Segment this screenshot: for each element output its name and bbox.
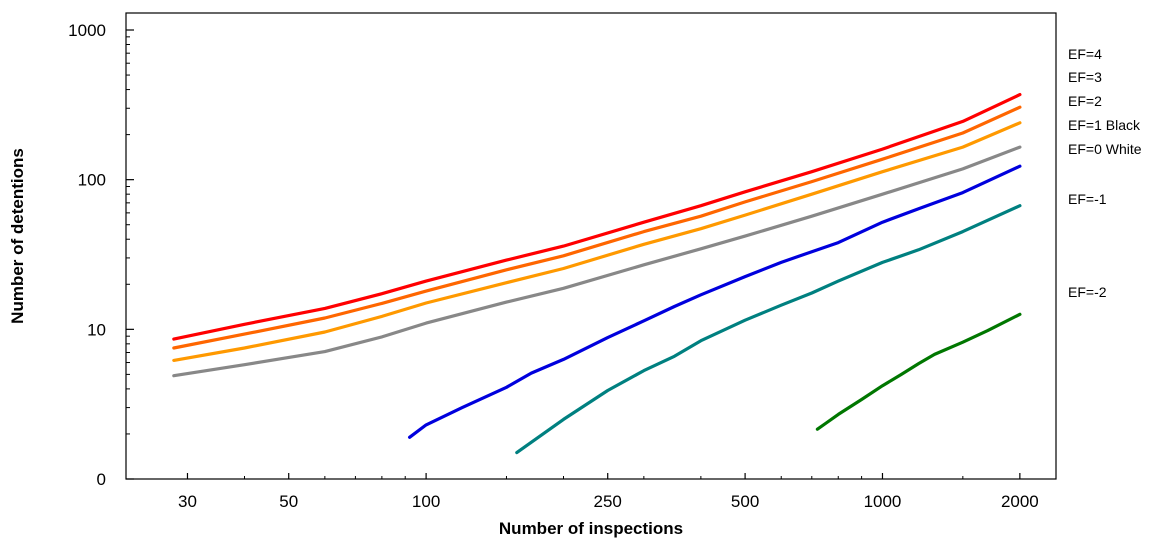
- x-axis-title: Number of inspections: [499, 519, 683, 538]
- x-tick-label: 500: [731, 492, 759, 511]
- x-tick-label: 50: [279, 492, 298, 511]
- x-axis: 30 50 100 250 500 1000 2000: [178, 473, 1039, 511]
- legend-label-5: EF=-1: [1068, 191, 1107, 207]
- x-tick-label: 30: [178, 492, 197, 511]
- y-tick-label: 0: [97, 470, 106, 489]
- series-line-6: [815, 312, 1022, 431]
- legend-label-1: EF=3: [1068, 69, 1102, 85]
- x-tick-label: 250: [594, 492, 622, 511]
- y-tick-label: 10: [87, 320, 106, 339]
- series-line-5: [515, 204, 1022, 455]
- series-line-4: [408, 164, 1022, 439]
- y-tick-label: 100: [78, 171, 106, 190]
- series-lines: [172, 92, 1022, 455]
- legend-label-3: EF=1 Black: [1068, 117, 1141, 133]
- x-tick-label: 1000: [864, 492, 902, 511]
- y-axis-title: Number of detentions: [8, 148, 27, 324]
- y-axis: 0 10 100 1000: [68, 21, 134, 489]
- legend-label-4: EF=0 White: [1068, 141, 1142, 157]
- y-tick-label: 1000: [68, 21, 106, 40]
- series-line-1: [172, 105, 1022, 350]
- legend-label-6: EF=-2: [1068, 284, 1107, 300]
- series-line-3: [172, 145, 1022, 378]
- legend-label-0: EF=4: [1068, 46, 1102, 62]
- x-tick-label: 100: [412, 492, 440, 511]
- x-tick-label: 2000: [1001, 492, 1039, 511]
- series-line-0: [172, 92, 1022, 341]
- series-line-2: [172, 121, 1022, 362]
- legend: EF=4 EF=3 EF=2 EF=1 Black EF=0 White EF=-1 EF=…: [1068, 46, 1142, 300]
- legend-label-2: EF=2: [1068, 93, 1102, 109]
